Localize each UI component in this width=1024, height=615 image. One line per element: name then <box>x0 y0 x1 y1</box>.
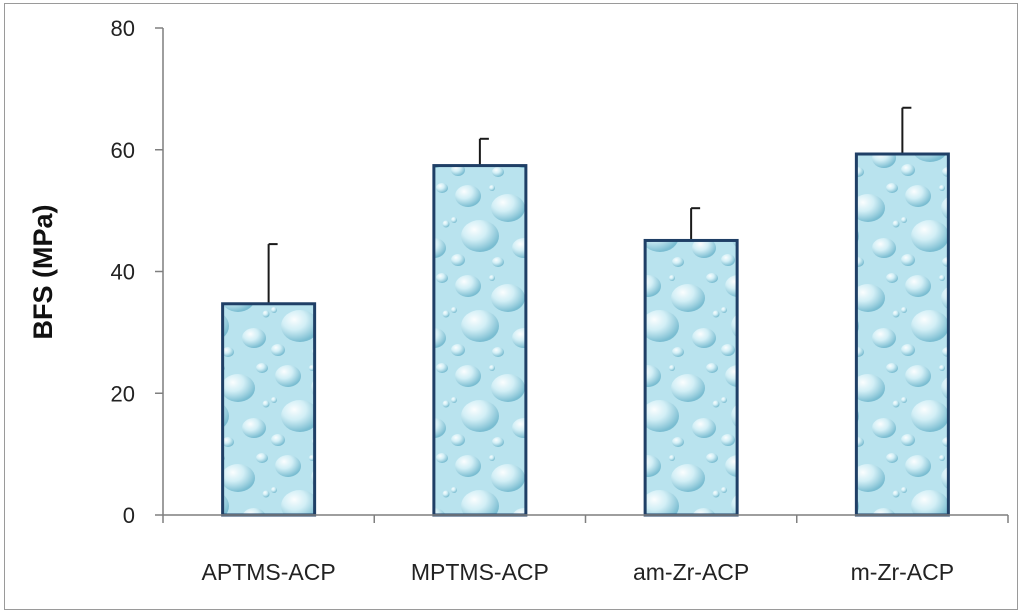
bar-0 <box>221 302 317 517</box>
y-axis-ticks: 0 20 40 60 80 <box>111 16 163 528</box>
x-axis-labels: APTMS-ACP MPTMS-ACP am-Zr-ACP m-Zr-ACP <box>202 559 955 585</box>
bar-1 <box>432 164 528 517</box>
axes-group <box>162 28 1009 523</box>
y-axis-title: BFS (MPa) <box>28 205 58 340</box>
bar-2 <box>643 238 739 517</box>
x-category-label-0: APTMS-ACP <box>202 559 336 585</box>
y-tick-label-1: 20 <box>111 381 135 406</box>
y-tick-label-4: 80 <box>111 16 135 41</box>
bars-group <box>221 106 950 517</box>
y-tick-label-2: 40 <box>111 260 135 285</box>
x-category-label-3: m-Zr-ACP <box>851 559 954 585</box>
y-tick-label-0: 0 <box>123 503 135 528</box>
x-category-label-1: MPTMS-ACP <box>411 559 549 585</box>
y-tick-label-3: 60 <box>111 138 135 163</box>
bar-3 <box>854 152 950 517</box>
x-category-label-2: am-Zr-ACP <box>633 559 749 585</box>
